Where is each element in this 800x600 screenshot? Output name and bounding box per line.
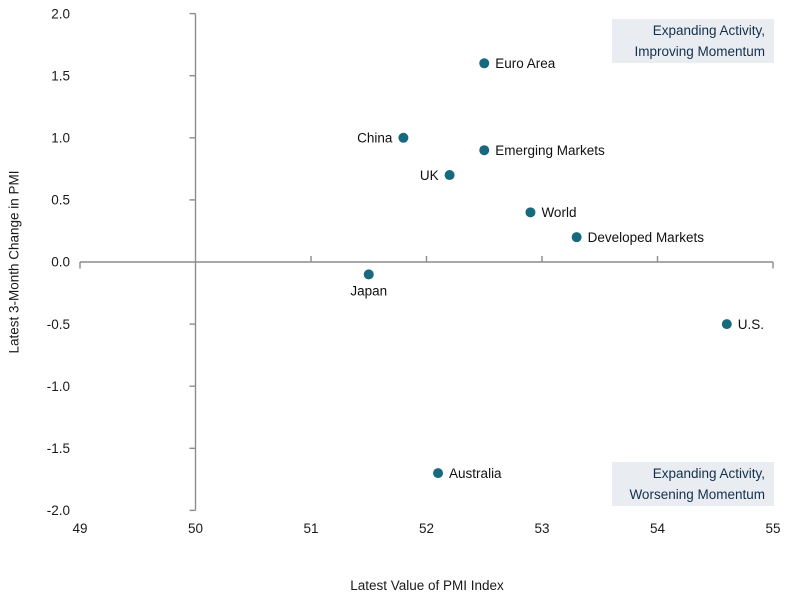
y-tick-label: 1.0 [51, 131, 70, 146]
data-point-label-emerging-markets: Emerging Markets [495, 143, 605, 158]
y-tick-label: 0.0 [51, 255, 70, 270]
annotation-improving-momentum: Expanding Activity, Improving Momentum [612, 19, 774, 63]
x-tick-label: 54 [650, 521, 666, 536]
y-tick-label: -2.0 [47, 503, 70, 518]
annotation-worsening-momentum: Expanding Activity, Worsening Momentum [612, 462, 774, 506]
data-point-emerging-markets [479, 145, 490, 156]
y-tick-label: 2.0 [51, 6, 70, 21]
y-tick-label: -1.0 [47, 379, 70, 394]
y-tick-label: 0.5 [51, 193, 70, 208]
y-tick-label: -1.5 [47, 441, 70, 456]
x-tick-label: 49 [72, 521, 87, 536]
annotation-line: Improving Momentum [634, 44, 765, 59]
x-tick-label: 55 [765, 521, 780, 536]
x-tick-label: 52 [419, 521, 434, 536]
data-point-japan [363, 269, 374, 280]
data-point-label-china: China [357, 131, 393, 146]
annotation-line: Worsening Momentum [629, 487, 765, 502]
y-tick-label: -0.5 [47, 317, 70, 332]
data-point-world [525, 207, 536, 218]
data-point-u-s [721, 319, 732, 330]
data-point-label-world: World [541, 205, 576, 220]
x-tick-label: 51 [303, 521, 318, 536]
data-point-label-euro-area: Euro Area [495, 56, 556, 71]
data-point-label-australia: Australia [449, 466, 502, 481]
x-axis-title: Latest Value of PMI Index [350, 578, 504, 593]
x-tick-label: 50 [188, 521, 203, 536]
data-point-label-uk: UK [420, 168, 439, 183]
annotation-line: Expanding Activity, [652, 466, 765, 481]
data-point-uk [444, 170, 455, 181]
data-point-china [398, 132, 409, 143]
x-tick-label: 53 [534, 521, 549, 536]
annotation-line: Expanding Activity, [652, 23, 765, 38]
y-tick-label: 1.5 [51, 68, 70, 83]
data-point-label-japan: Japan [350, 283, 387, 298]
data-point-developed-markets [571, 232, 582, 243]
y-axis-title: Latest 3-Month Change in PMI [6, 170, 22, 354]
data-point-label-u-s: U.S. [738, 317, 764, 332]
data-point-label-developed-markets: Developed Markets [588, 230, 705, 245]
data-point-euro-area [479, 58, 490, 69]
data-point-australia [433, 468, 444, 479]
